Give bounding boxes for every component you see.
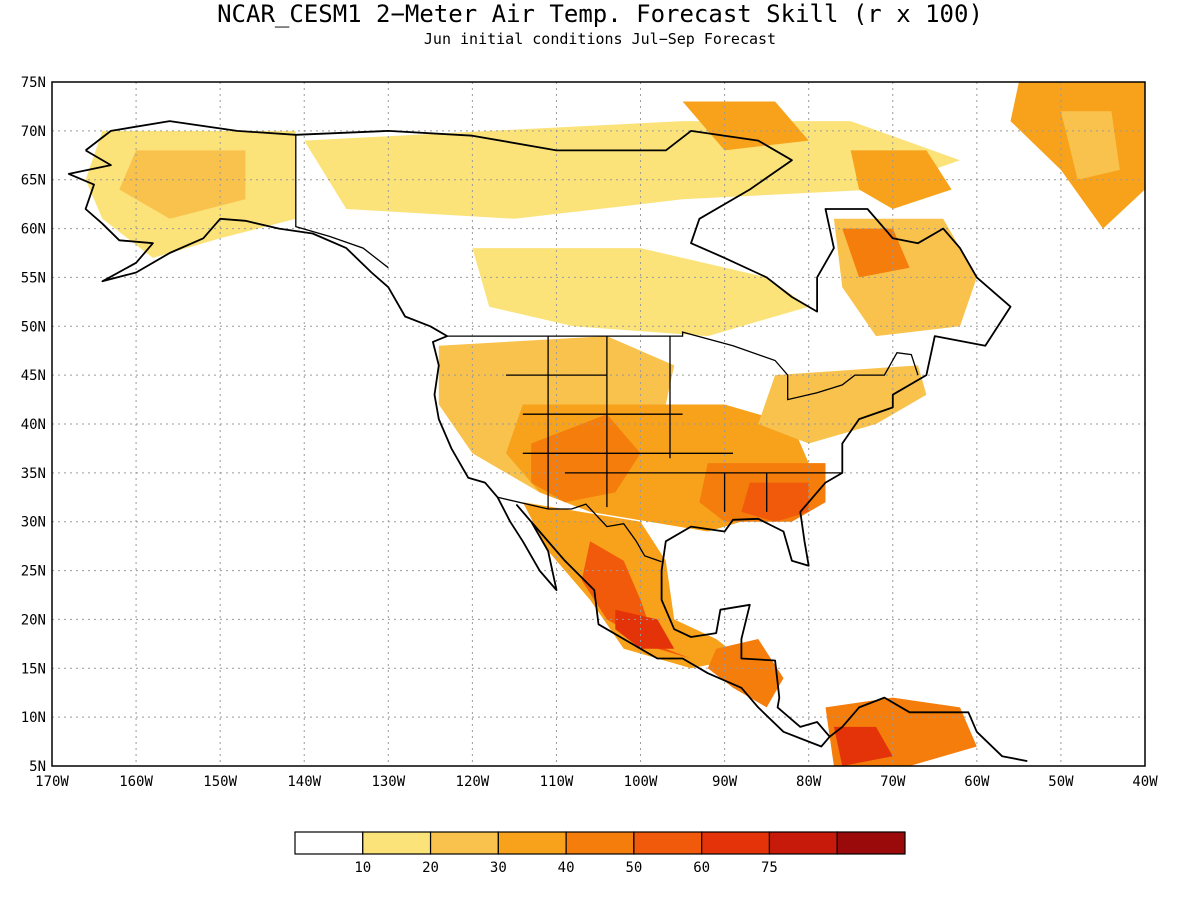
lat-tick-label: 70N [21,124,46,140]
skill-shading-layer [85,82,1145,766]
lon-tick-label: 160W [119,774,153,790]
border-us-mexico [497,496,662,563]
lon-tick-label: 150W [203,774,237,790]
colorbar-swatch [836,831,906,855]
skill-region-caribbean-sa-core [833,726,893,766]
latitude-tick-labels: 75N 70N 65N 60N 55N 50N 45N 40N 35N 30N 25N 20N 15N 1… [21,75,46,775]
border-alaska-canada [295,134,389,269]
lat-tick-label: 10N [21,710,46,726]
colorbar-swatch [768,831,838,855]
skill-region-southeast-core [741,482,809,522]
skill-region-arctic-islands [682,101,809,151]
lon-tick-label: 90W [712,774,738,790]
lat-tick-label: 45N [21,368,46,384]
lat-tick-label: 65N [21,173,46,189]
lat-tick-label: 15N [21,661,46,677]
colorbar-label: 75 [761,860,778,876]
colorbar-label: 60 [693,860,710,876]
lat-tick-label: 75N [21,75,46,91]
lon-tick-label: 140W [287,774,321,790]
map-title: NCAR_CESM1 2−Meter Air Temp. Forecast Sk… [217,0,983,28]
longitude-tick-labels: 170W 160W 150W 140W 130W 120W 110W 100W 90W 80W 70… [35,774,1158,790]
lon-tick-label: 70W [880,774,906,790]
lon-tick-label: 60W [964,774,990,790]
lat-tick-label: 30N [21,515,46,531]
colorbar-label: 20 [422,860,439,876]
lon-tick-label: 110W [540,774,574,790]
lat-tick-label: 55N [21,270,46,286]
lon-tick-label: 100W [624,774,658,790]
political-borders [295,134,919,563]
skill-region-labrador-core [842,228,910,278]
skill-region-four-corners [531,414,641,503]
colorbar-label: 10 [354,860,371,876]
colorbar: 10 20 30 40 50 60 75 [294,831,906,876]
lat-tick-label: 20N [21,612,46,628]
coastlines [67,120,1028,762]
lon-tick-label: 120W [456,774,490,790]
map-frame [51,81,1146,767]
lat-tick-label: 5N [29,759,46,775]
skill-region-alaska-core [119,150,246,219]
skill-region-baffin [850,150,952,209]
lon-tick-label: 40W [1132,774,1158,790]
skill-region-mexico-hot [615,609,675,649]
coastline-pacific-coast [67,149,831,748]
skill-region-northeast [758,365,927,444]
skill-region-greenland-core [1060,111,1120,180]
coastline-north-america [85,120,1028,762]
colorbar-label: 30 [490,860,507,876]
colorbar-swatch [701,831,771,855]
lon-tick-label: 50W [1048,774,1074,790]
colorbar-label: 50 [625,860,642,876]
colorbar-swatch [633,831,703,855]
lat-tick-label: 40N [21,417,46,433]
lat-tick-label: 35N [21,466,46,482]
colorbar-swatch [429,831,499,855]
lat-tick-label: 60N [21,222,46,238]
lat-tick-label: 25N [21,564,46,580]
colorbar-swatch [497,831,567,855]
map-subtitle: Jun initial conditions Jul−Sep Forecast [424,30,776,48]
skill-region-mexico-core [581,541,691,659]
colorbar-swatch [565,831,635,855]
lon-tick-label: 170W [35,774,69,790]
lon-tick-label: 80W [796,774,822,790]
lon-tick-label: 130W [371,774,405,790]
skill-region-canada-north [304,121,960,219]
skill-region-central-america [707,639,784,708]
lat-tick-label: 50N [21,319,46,335]
colorbar-label: 40 [558,860,575,876]
colorbar-swatch [362,831,432,855]
colorbar-swatch [294,831,364,855]
border-us-canada [447,331,919,401]
